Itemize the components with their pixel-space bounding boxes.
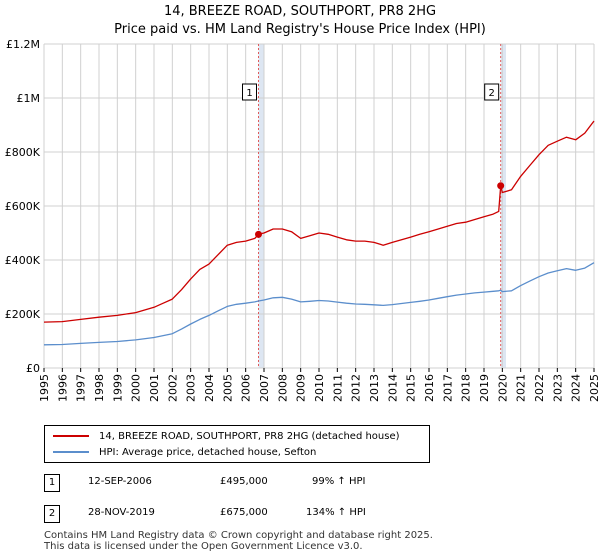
x-tick-label: 2008 bbox=[276, 374, 289, 402]
transaction-hpi: 134% ↑ HPI bbox=[306, 507, 366, 518]
y-tick-label: £200K bbox=[5, 308, 41, 321]
x-tick-label: 2002 bbox=[166, 374, 179, 402]
x-tick-label: 2020 bbox=[496, 374, 509, 402]
x-tick-label: 1996 bbox=[56, 374, 69, 402]
legend-swatch-property bbox=[53, 435, 89, 437]
legend-item-hpi: HPI: Average price, detached house, Seft… bbox=[53, 444, 316, 460]
x-tick-label: 2015 bbox=[405, 374, 418, 402]
x-tick-label: 2023 bbox=[551, 374, 564, 402]
y-tick-label: £1.2M bbox=[6, 38, 40, 51]
x-tick-label: 2025 bbox=[588, 374, 600, 402]
y-tick-label: £400K bbox=[5, 254, 41, 267]
legend-label-hpi: HPI: Average price, detached house, Seft… bbox=[99, 446, 317, 458]
transaction-badge: 2 bbox=[44, 505, 60, 523]
x-tick-label: 1999 bbox=[111, 374, 124, 402]
footer-line-2: This data is licensed under the Open Gov… bbox=[44, 541, 363, 552]
x-tick-label: 2003 bbox=[185, 374, 198, 402]
legend-label-property: 14, BREEZE ROAD, SOUTHPORT, PR8 2HG (det… bbox=[99, 430, 400, 442]
x-tick-label: 2001 bbox=[148, 374, 161, 402]
transaction-date: 12-SEP-2006 bbox=[88, 476, 152, 487]
x-tick-label: 2018 bbox=[460, 374, 473, 402]
transaction-date: 28-NOV-2019 bbox=[88, 507, 155, 518]
x-tick-label: 2019 bbox=[478, 374, 491, 402]
transaction-price: £495,000 bbox=[220, 476, 268, 487]
property-series-line bbox=[43, 120, 595, 323]
annotation-badge bbox=[484, 83, 500, 101]
x-tick-label: 2007 bbox=[258, 374, 271, 402]
chart-legend: 14, BREEZE ROAD, SOUTHPORT, PR8 2HG (det… bbox=[44, 425, 430, 463]
x-tick-label: 2021 bbox=[515, 374, 528, 402]
footer-line-1: Contains HM Land Registry data © Crown c… bbox=[44, 530, 433, 541]
transaction-price: £675,000 bbox=[220, 507, 268, 518]
transaction-badge: 1 bbox=[44, 474, 60, 492]
x-tick-label: 2022 bbox=[533, 374, 546, 402]
y-tick-label: £0 bbox=[26, 362, 40, 375]
x-tick-label: 2016 bbox=[423, 374, 436, 402]
x-tick-label: 2012 bbox=[350, 374, 363, 402]
transaction-hpi: 99% ↑ HPI bbox=[312, 476, 366, 487]
x-tick-label: 2024 bbox=[570, 374, 583, 402]
footer: Contains HM Land Registry data © Crown c… bbox=[44, 530, 433, 552]
y-tick-label: £800K bbox=[5, 146, 41, 159]
x-tick-label: 2000 bbox=[130, 374, 143, 402]
x-tick-label: 1997 bbox=[75, 374, 88, 402]
x-tick-label: 2009 bbox=[295, 374, 308, 402]
chart-subtitle: Price paid vs. HM Land Registry's House … bbox=[114, 22, 486, 37]
annotation-badge bbox=[242, 83, 257, 101]
x-tick-label: 2017 bbox=[441, 374, 454, 402]
x-tick-label: 2006 bbox=[240, 374, 253, 402]
sale-point bbox=[497, 182, 505, 190]
x-tick-label: 2014 bbox=[386, 374, 399, 402]
annotation-label: 2 bbox=[488, 88, 494, 99]
legend-item-property: 14, BREEZE ROAD, SOUTHPORT, PR8 2HG (det… bbox=[53, 428, 400, 444]
y-tick-label: £600K bbox=[5, 200, 41, 213]
x-tick-label: 2013 bbox=[368, 374, 381, 402]
legend-swatch-hpi bbox=[53, 451, 89, 453]
hpi-series-line bbox=[43, 262, 595, 346]
x-tick-label: 2004 bbox=[203, 374, 216, 402]
annotation-label: 1 bbox=[246, 88, 252, 99]
price-chart: £0 £200K £400K £600K £800K £1M £1.2M 1995 1996 19… bbox=[5, 38, 600, 402]
x-tick-label: 2010 bbox=[313, 374, 326, 402]
chart-title: 14, BREEZE ROAD, SOUTHPORT, PR8 2HG bbox=[163, 4, 437, 19]
x-tick-label: 1998 bbox=[93, 374, 106, 402]
x-tick-label: 1995 bbox=[38, 374, 51, 402]
x-tick-label: 2011 bbox=[331, 374, 344, 402]
sale-point bbox=[255, 230, 262, 238]
x-tick-label: 2005 bbox=[221, 374, 234, 402]
y-tick-label: £1M bbox=[17, 92, 41, 105]
